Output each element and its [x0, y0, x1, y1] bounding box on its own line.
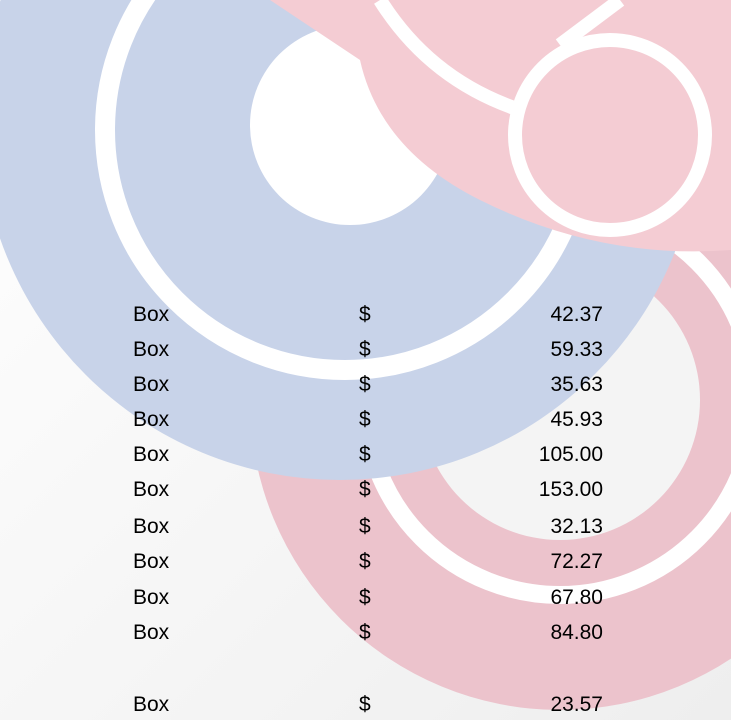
unit-label: Box	[133, 478, 169, 502]
price-value: 32.13	[550, 515, 603, 539]
currency-symbol: $	[359, 338, 371, 362]
unit-label: Box	[133, 550, 169, 574]
price-value: 23.57	[550, 693, 603, 717]
unit-label: Box	[133, 338, 169, 362]
unit-label: Box	[133, 693, 169, 717]
unit-label: Box	[133, 621, 169, 645]
unit-label: Box	[133, 586, 169, 610]
unit-label: Box	[133, 303, 169, 327]
currency-symbol: $	[359, 550, 371, 574]
price-value: 35.63	[550, 373, 603, 397]
unit-label: Box	[133, 515, 169, 539]
unit-label: Box	[133, 443, 169, 467]
currency-symbol: $	[359, 621, 371, 645]
currency-symbol: $	[359, 443, 371, 467]
currency-symbol: $	[359, 515, 371, 539]
page: Box $42.37 Box $59.33 Box $35.63 Box $45.93 Box $…	[0, 0, 731, 720]
currency-symbol: $	[359, 693, 371, 717]
pink-circle	[515, 40, 705, 230]
price-value: 45.93	[550, 408, 603, 432]
currency-symbol: $	[359, 478, 371, 502]
price-value: 105.00	[539, 443, 603, 467]
currency-symbol: $	[359, 408, 371, 432]
price-value: 153.00	[539, 478, 603, 502]
currency-symbol: $	[359, 586, 371, 610]
price-value: 59.33	[550, 338, 603, 362]
price-value: 67.80	[550, 586, 603, 610]
unit-label: Box	[133, 373, 169, 397]
currency-symbol: $	[359, 373, 371, 397]
currency-symbol: $	[359, 303, 371, 327]
price-value: 42.37	[550, 303, 603, 327]
unit-label: Box	[133, 408, 169, 432]
price-value: 72.27	[550, 550, 603, 574]
price-value: 84.80	[550, 621, 603, 645]
